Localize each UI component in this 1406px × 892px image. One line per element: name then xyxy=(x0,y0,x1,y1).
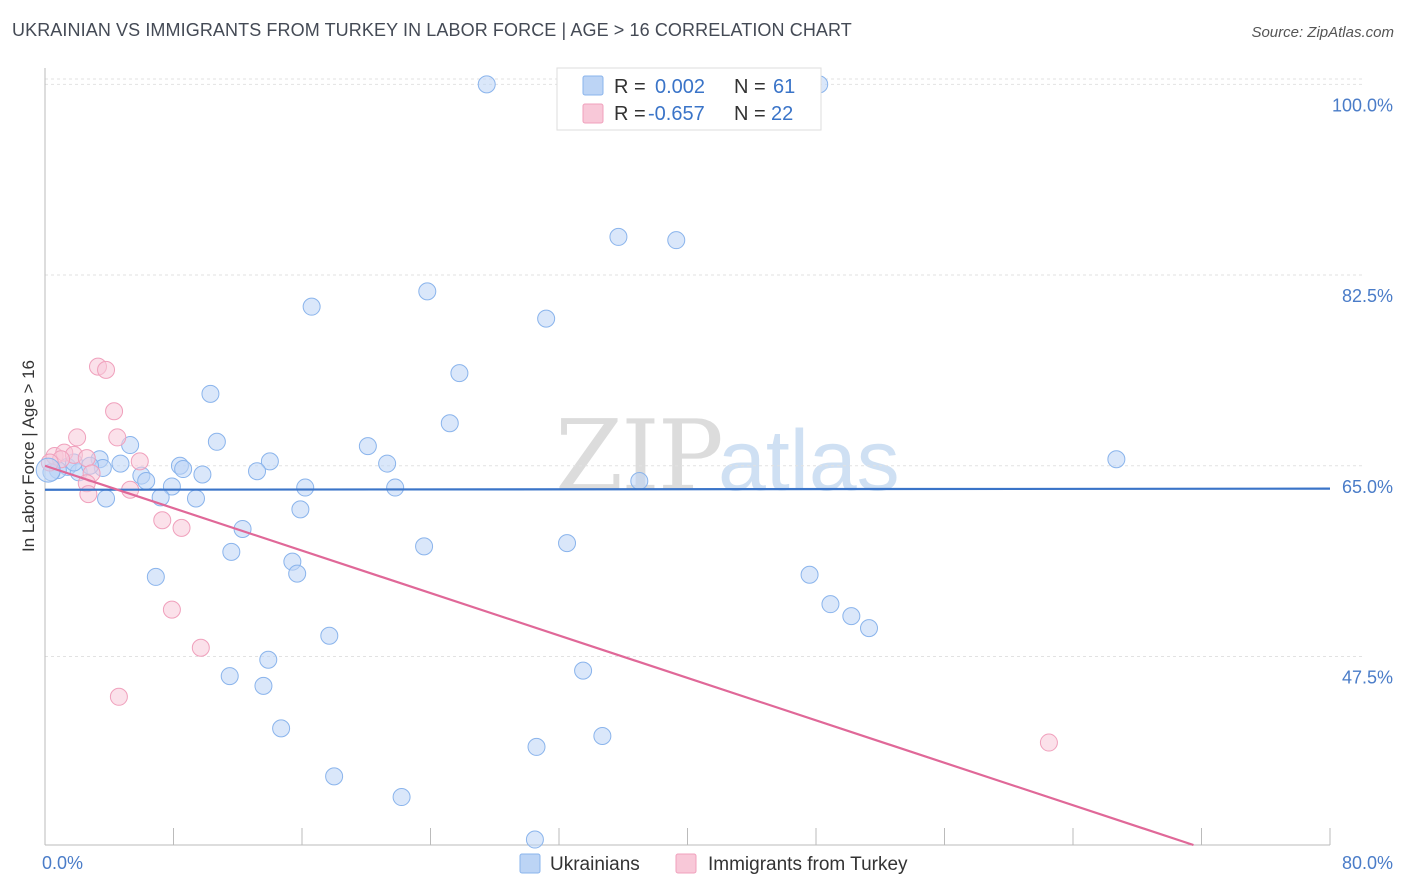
x-ticks xyxy=(173,828,1331,845)
legend: Ukrainians Immigrants from Turkey xyxy=(519,853,908,875)
point-ukrainians xyxy=(222,542,241,561)
point-turkey xyxy=(79,485,98,504)
stats-r-value-1: 0.002 xyxy=(655,76,705,98)
y-tick-labels: 100.0% 82.5% 65.0% 47.5% xyxy=(1332,95,1393,687)
point-ukrainians xyxy=(272,719,291,738)
watermark-atlas: atlas xyxy=(718,413,900,509)
point-turkey xyxy=(109,687,128,706)
point-turkey xyxy=(191,638,210,657)
y-tick-label: 100.0% xyxy=(1332,95,1393,115)
point-ukrainians xyxy=(574,661,593,680)
point-ukrainians xyxy=(609,227,628,246)
trend-lines xyxy=(44,464,1331,847)
point-turkey xyxy=(1039,733,1058,752)
point-ukrainians xyxy=(378,454,397,473)
point-ukrainians xyxy=(525,830,544,849)
point-turkey xyxy=(97,360,116,379)
x-tick-label: 0.0% xyxy=(42,853,83,873)
point-ukrainians xyxy=(186,489,205,508)
point-ukrainians xyxy=(558,534,577,553)
point-ukrainians xyxy=(537,309,556,328)
watermark-zip: ZIP xyxy=(555,400,722,514)
point-ukrainians xyxy=(415,537,434,556)
point-ukrainians xyxy=(450,364,469,383)
point-ukrainians xyxy=(260,452,279,471)
point-ukrainians xyxy=(207,432,226,451)
x-tick-labels: 0.0% 80.0% xyxy=(42,853,1393,873)
stats-swatch-turkey xyxy=(582,103,604,124)
point-ukrainians xyxy=(174,460,193,479)
point-turkey xyxy=(130,452,149,471)
stats-n-label-1: N = xyxy=(734,76,766,98)
point-ukrainians xyxy=(137,472,156,491)
point-ukrainians xyxy=(296,478,315,497)
legend-label-turkey: Immigrants from Turkey xyxy=(708,854,908,875)
stats-n-value-2: 22 xyxy=(771,103,793,125)
point-ukrainians xyxy=(477,75,496,94)
point-ukrainians xyxy=(440,414,459,433)
source-label: Source: ZipAtlas.com xyxy=(1251,24,1394,41)
point-ukrainians xyxy=(392,788,411,807)
point-ukrainians xyxy=(667,231,686,250)
data-points xyxy=(35,75,1126,849)
point-ukrainians xyxy=(259,650,278,669)
grid-lines xyxy=(45,78,1365,657)
trend-line-turkey xyxy=(44,464,1194,847)
point-turkey xyxy=(108,428,127,447)
point-turkey xyxy=(77,449,96,468)
point-ukrainians xyxy=(291,500,310,519)
stats-n-label-2: N = xyxy=(734,103,766,125)
stats-r-value-2: -0.657 xyxy=(648,103,705,125)
y-axis-label: In Labor Force | Age > 16 xyxy=(19,360,38,552)
y-tick-label: 82.5% xyxy=(1342,286,1393,306)
point-ukrainians xyxy=(97,489,116,508)
point-ukrainians xyxy=(193,465,212,484)
legend-swatch-turkey xyxy=(675,853,697,874)
point-ukrainians xyxy=(325,767,344,786)
point-ukrainians xyxy=(201,384,220,403)
point-ukrainians xyxy=(593,727,612,746)
chart-title: UKRAINIAN VS IMMIGRANTS FROM TURKEY IN L… xyxy=(12,20,852,40)
point-ukrainians xyxy=(630,472,649,491)
stats-box: R = 0.002 N = 61 R = -0.657 N = 22 xyxy=(556,67,822,131)
trend-line-ukrainians xyxy=(44,487,1331,491)
point-ukrainians xyxy=(146,567,165,586)
point-ukrainians xyxy=(800,565,819,584)
point-turkey xyxy=(105,402,124,421)
point-ukrainians xyxy=(860,619,879,638)
point-turkey xyxy=(153,511,172,530)
point-ukrainians xyxy=(1107,450,1126,469)
stats-r-label-1: R = xyxy=(614,76,646,98)
point-ukrainians xyxy=(358,437,377,456)
y-tick-label: 47.5% xyxy=(1342,667,1393,687)
point-turkey xyxy=(68,428,87,447)
point-ukrainians xyxy=(248,462,267,481)
point-ukrainians xyxy=(418,282,437,301)
x-tick-label: 80.0% xyxy=(1342,853,1393,873)
point-ukrainians xyxy=(220,667,239,686)
stats-r-label-2: R = xyxy=(614,103,646,125)
point-ukrainians xyxy=(111,454,130,473)
point-ukrainians xyxy=(254,676,273,695)
point-turkey xyxy=(162,600,181,619)
stats-swatch-ukrainians xyxy=(582,75,604,96)
point-turkey xyxy=(172,518,191,537)
stats-n-value-1: 61 xyxy=(773,76,795,98)
legend-swatch-ukrainians xyxy=(519,853,541,874)
y-tick-label: 65.0% xyxy=(1342,477,1393,497)
point-ukrainians xyxy=(302,297,321,316)
point-ukrainians xyxy=(821,595,840,614)
point-ukrainians xyxy=(288,564,307,583)
point-ukrainians xyxy=(386,478,405,497)
point-ukrainians xyxy=(320,626,339,645)
legend-label-ukrainians: Ukrainians xyxy=(550,854,640,875)
point-ukrainians xyxy=(527,737,546,756)
point-ukrainians xyxy=(842,607,861,626)
